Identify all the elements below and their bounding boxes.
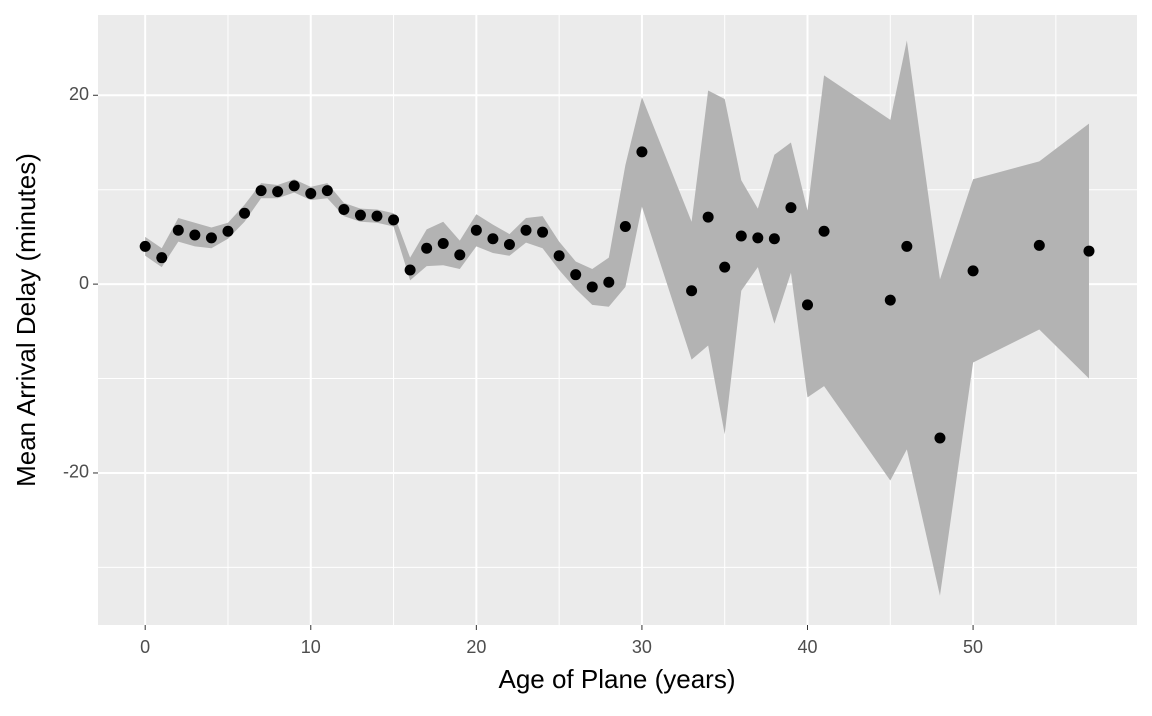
point xyxy=(321,185,333,197)
point xyxy=(222,225,234,237)
point xyxy=(338,204,350,216)
point xyxy=(205,232,217,244)
point xyxy=(603,276,615,288)
y-tick-label: 0 xyxy=(79,273,89,293)
x-tick-label: 20 xyxy=(466,637,486,657)
point xyxy=(967,265,979,277)
point xyxy=(884,294,896,306)
point xyxy=(371,210,383,222)
point xyxy=(520,224,532,236)
x-tick-label: 10 xyxy=(301,637,321,657)
point xyxy=(934,432,946,444)
point xyxy=(354,209,366,221)
point xyxy=(189,229,201,241)
x-axis-title: Age of Plane (years) xyxy=(498,664,735,694)
point xyxy=(785,202,797,214)
y-tick-label: 20 xyxy=(69,84,89,104)
point xyxy=(752,232,764,244)
point xyxy=(487,233,499,245)
confidence-ribbon xyxy=(145,40,1089,596)
point xyxy=(901,240,913,252)
point xyxy=(719,261,731,273)
point xyxy=(288,180,300,192)
point xyxy=(454,249,466,261)
point xyxy=(586,281,598,293)
x-tick-label: 50 xyxy=(963,637,983,657)
point xyxy=(255,185,267,197)
point xyxy=(686,285,698,297)
point xyxy=(1083,245,1095,257)
point xyxy=(470,224,482,236)
point xyxy=(388,214,400,226)
x-tick-label: 40 xyxy=(797,637,817,657)
point xyxy=(537,226,549,238)
point xyxy=(172,224,184,236)
point xyxy=(437,238,449,250)
point xyxy=(272,186,284,198)
y-tick-label: -20 xyxy=(63,462,89,482)
point xyxy=(421,242,433,254)
y-axis-title: Mean Arrival Delay (minutes) xyxy=(11,153,41,487)
point xyxy=(156,252,168,264)
point xyxy=(1033,239,1045,251)
point xyxy=(702,211,714,223)
point xyxy=(553,250,565,262)
x-tick-label: 30 xyxy=(632,637,652,657)
point xyxy=(503,238,515,250)
point xyxy=(139,240,151,252)
point xyxy=(768,233,780,245)
point xyxy=(239,207,251,219)
point xyxy=(305,187,317,199)
point xyxy=(619,221,631,233)
point xyxy=(636,146,648,158)
point xyxy=(818,225,830,237)
point xyxy=(570,269,582,281)
point xyxy=(802,299,814,311)
point xyxy=(735,230,747,242)
point xyxy=(404,264,416,276)
x-tick-label: 0 xyxy=(140,637,150,657)
